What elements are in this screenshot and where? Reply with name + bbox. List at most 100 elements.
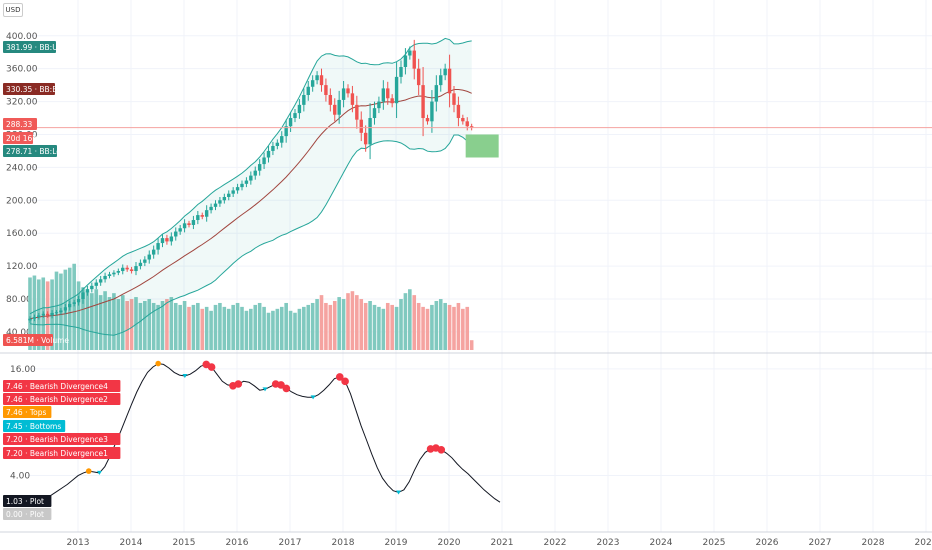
volume-bar <box>120 295 125 350</box>
volume-bar <box>306 304 311 350</box>
osc-legend-tag-bg <box>3 393 121 405</box>
divergence-marker <box>282 384 291 393</box>
candle-body <box>160 238 165 244</box>
candle-body <box>297 104 302 114</box>
candle-body <box>116 271 121 273</box>
volume-tag: 6.581M · Volume <box>6 336 69 345</box>
countdown-tag: 20d 16h <box>6 134 37 143</box>
last-price-tag: 288.33 <box>6 120 32 129</box>
volume-bar <box>408 289 412 350</box>
volume-bar <box>94 289 99 350</box>
candle-body <box>196 215 200 221</box>
osc-legend-tag: 0.00 · Plot <box>6 510 44 519</box>
candle-body <box>469 126 474 128</box>
x-tick-label: 2021 <box>491 538 514 548</box>
candle-body <box>319 75 324 86</box>
candle-body <box>151 249 156 255</box>
bottom-marker <box>396 490 402 495</box>
y-tick-label: 240.00 <box>6 163 38 173</box>
x-tick-label: 2023 <box>597 538 620 548</box>
currency-badge[interactable]: USD <box>3 3 23 17</box>
volume-bar <box>469 340 474 350</box>
y-tick-label: 40.00 <box>6 328 32 338</box>
x-tick-label: 2013 <box>67 538 90 548</box>
candle-body <box>324 85 328 95</box>
candle-body <box>85 289 90 293</box>
candle-body <box>461 118 465 122</box>
candle-body <box>271 145 275 151</box>
volume-bar <box>302 306 306 350</box>
y-tick-label: 200.00 <box>6 196 38 206</box>
candle-body <box>59 310 63 313</box>
volume-bar <box>275 308 280 350</box>
volume-bar <box>324 302 328 350</box>
volume-bar <box>151 302 156 350</box>
volume-bar <box>169 297 174 350</box>
volume-bar <box>103 291 107 350</box>
y-tick-label: 320.00 <box>6 98 38 108</box>
volume-bar <box>372 304 377 350</box>
candle-body <box>377 101 381 109</box>
last-price-tag-bg <box>3 118 37 130</box>
volume-bar <box>249 308 253 350</box>
osc-legend-tag-bg <box>3 495 52 507</box>
volume-bar <box>235 302 240 350</box>
candle-body <box>125 267 129 270</box>
volume-bar <box>284 302 288 350</box>
volume-bar <box>72 263 76 350</box>
candle-body <box>169 236 174 242</box>
osc-y-tick-label: 4.00 <box>10 472 30 482</box>
volume-bar <box>196 302 200 350</box>
volume-bar <box>456 302 461 350</box>
countdown-tag-bg <box>3 132 33 144</box>
candle-body <box>63 307 68 311</box>
volume-bar <box>297 308 302 350</box>
candle-body <box>302 94 306 105</box>
x-tick-label: 2029 <box>915 538 932 548</box>
candle-body <box>399 67 403 77</box>
candle-body <box>381 88 386 102</box>
candle-body <box>359 119 363 133</box>
volume-bar <box>421 306 425 350</box>
volume-bar <box>257 302 262 350</box>
volume-bar <box>253 304 258 350</box>
volume-bar <box>107 297 112 350</box>
volume-bar <box>390 304 394 350</box>
candle-body <box>447 68 452 94</box>
candle-body <box>94 282 98 286</box>
volume-bar <box>143 301 147 350</box>
osc-legend-tag-bg <box>3 447 121 459</box>
volume-bar <box>125 301 129 350</box>
x-tick-label: 2025 <box>703 538 726 548</box>
volume-bar <box>293 312 297 350</box>
candle-body <box>403 55 408 68</box>
divergence-marker <box>277 381 285 389</box>
osc-legend-tag-bg <box>3 380 121 392</box>
volume-bar <box>134 297 138 350</box>
candle-body <box>90 285 94 290</box>
bottom-marker <box>262 387 268 392</box>
volume-bar <box>288 310 293 350</box>
candle-body <box>41 313 45 316</box>
volume-bar <box>76 281 81 350</box>
divergence-marker <box>437 445 446 454</box>
bb-lower-tag-bg <box>3 145 57 157</box>
candle-body <box>452 93 456 105</box>
bottom-marker <box>96 470 102 475</box>
candle-body <box>363 132 368 145</box>
candle-body <box>121 267 125 272</box>
volume-bar <box>129 299 134 350</box>
candle-body <box>138 262 143 267</box>
candle-body <box>147 254 151 260</box>
candle-body <box>213 203 218 207</box>
volume-bar <box>85 291 90 350</box>
x-tick-label: 2014 <box>120 538 143 548</box>
volume-bar <box>178 304 182 350</box>
volume-bar <box>315 299 319 350</box>
volume-bar <box>355 295 359 350</box>
candle-body <box>355 104 359 120</box>
candle-body <box>235 187 240 191</box>
target-box <box>465 134 499 158</box>
volume-bar <box>279 306 284 350</box>
